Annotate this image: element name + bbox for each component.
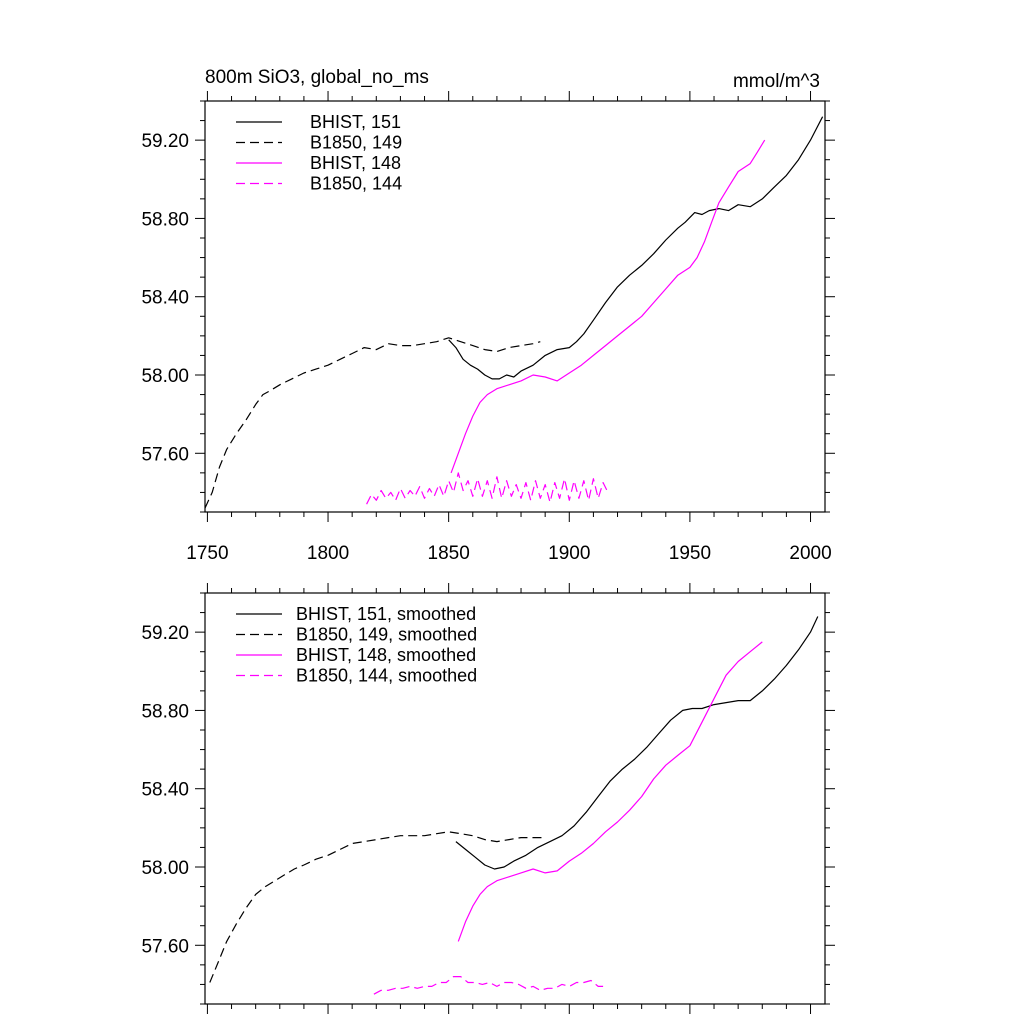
chart-top-title-right: mmol/m^3	[733, 71, 820, 92]
chart-top: 800m SiO3, global_no_ms mmol/m^3 1750 180…	[141, 67, 835, 564]
chart-top-frame	[204, 100, 826, 513]
chart-top-ytick-label: 58.40	[141, 288, 189, 309]
chart-top-series-line-2	[204, 337, 541, 509]
chart-top-legend-label-2: B1850, 149	[310, 133, 402, 153]
chart-bottom-axes: 57.60 58.00 58.40 58.80 59.20	[141, 583, 835, 1014]
chart-top-xtick-label: 1800	[307, 543, 349, 564]
chart-top-ytick-label: 59.20	[141, 131, 189, 152]
chart-bottom-legend-label-2: B1850, 149, smoothed	[296, 625, 477, 645]
chart-bottom-series-line-3	[457, 641, 763, 942]
chart-bottom-ytick-label: 57.60	[141, 936, 189, 957]
chart-bottom: 57.60 58.00 58.40 58.80 59.20 BHIST, 151, sm…	[141, 583, 835, 1014]
chart-top-ytick-label: 57.60	[141, 444, 189, 465]
chart-bottom-series-line-2	[209, 831, 543, 983]
chart-top-series-line-3	[450, 139, 766, 474]
chart-bottom-legend-label-1: BHIST, 151, smoothed	[296, 604, 476, 624]
chart-bottom-series-line-4	[373, 975, 604, 995]
chart-top-series-line-4	[366, 472, 609, 505]
chart-top-legend-label-1: BHIST, 151	[310, 112, 401, 132]
chart-top-series-line-1	[448, 116, 824, 380]
chart-top-legend-label-4: B1850, 144	[310, 174, 402, 194]
chart-bottom-ytick-label: 58.40	[141, 780, 189, 801]
chart-bottom-ytick-label: 58.80	[141, 701, 189, 722]
chart-top-xtick-label: 2000	[789, 543, 831, 564]
chart-top-title-left: 800m SiO3, global_no_ms	[205, 67, 429, 88]
chart-top-xtick-label: 1850	[428, 543, 470, 564]
chart-top-series	[204, 116, 824, 509]
chart-bottom-ytick-label: 59.20	[141, 623, 189, 644]
chart-top-xtick-label: 1950	[669, 543, 711, 564]
chart-bottom-ytick-label: 58.00	[141, 858, 189, 879]
chart-bottom-series	[209, 616, 819, 995]
chart-bottom-legend-label-4: B1850, 144, smoothed	[296, 666, 477, 686]
chart-top-ytick-label: 58.80	[141, 209, 189, 230]
chart-top-ytick-label: 58.00	[141, 366, 189, 387]
chart-top-xtick-label: 1900	[548, 543, 590, 564]
chart-bottom-series-line-1	[455, 616, 819, 870]
chart-top-axes: 1750 1800 1850 1900 1950 2000 57.60 58.00 58.40 5…	[141, 91, 835, 564]
chart-bottom-frame	[204, 592, 826, 1005]
chart-top-xtick-label: 1750	[186, 543, 228, 564]
chart-bottom-legend-label-3: BHIST, 148, smoothed	[296, 645, 476, 665]
chart-top-legend-label-3: BHIST, 148	[310, 153, 401, 173]
